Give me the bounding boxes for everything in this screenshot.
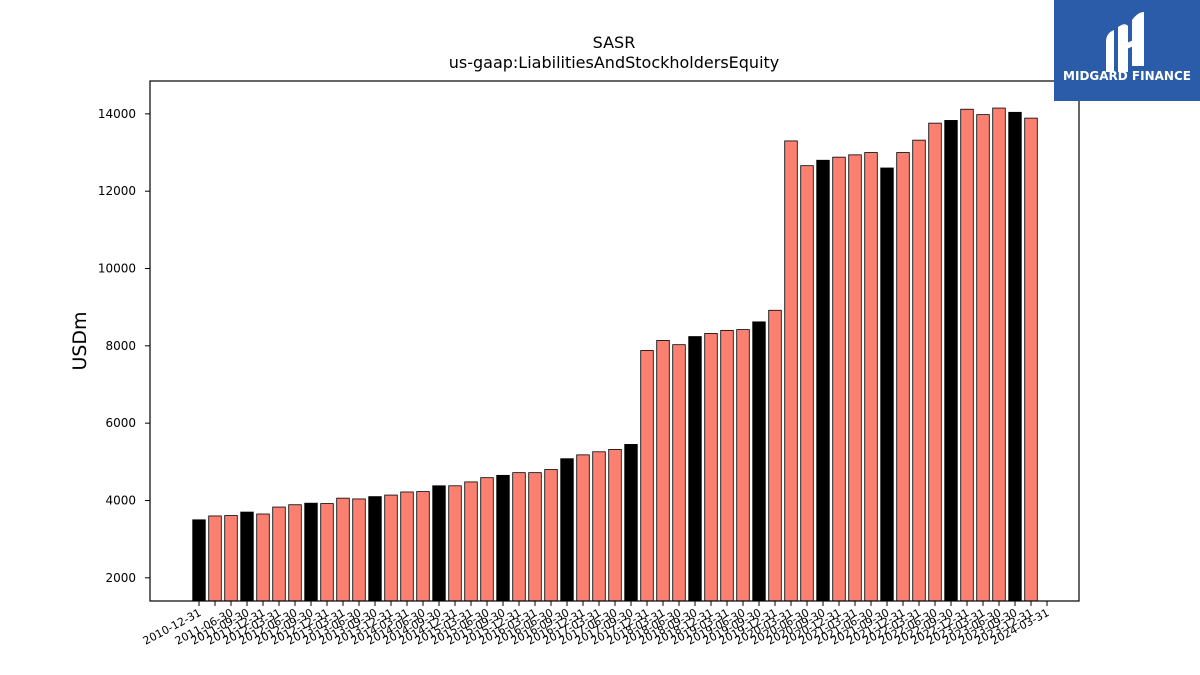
bar [432,485,446,602]
y-tick-label: 10000 [98,262,136,276]
bar [768,309,782,602]
bar [448,485,462,602]
bar [400,491,414,602]
bar [864,152,878,602]
bar [656,340,670,602]
brand-logo: MIDGARD FINANCE [1054,0,1200,101]
bar [576,454,590,602]
bar [496,474,510,602]
bar [528,472,542,602]
y-tick-label: 2000 [105,571,136,585]
bar [368,496,382,602]
bar [672,344,686,602]
plot-frame [149,80,1080,602]
bar [352,498,366,602]
bar [192,519,206,602]
y-tick-label: 8000 [105,339,136,353]
bar [832,156,846,602]
bar [208,515,222,602]
bar [240,511,254,602]
logo-mark-icon [1106,12,1144,72]
bar [640,350,654,602]
bar [928,122,942,602]
bar [896,152,910,602]
bar [992,107,1006,602]
bar [608,449,622,602]
bar [416,491,430,602]
y-tick-label: 12000 [98,184,136,198]
bar [912,139,926,602]
bars-group [192,107,1038,602]
bar [976,114,990,602]
bar [704,333,718,602]
bar [688,336,702,602]
bar [944,120,958,602]
y-tick-label: 4000 [105,493,136,507]
bar [1024,117,1038,602]
y-axis-label: USDm [69,311,91,370]
bar [624,444,638,602]
bar [784,140,798,602]
bar [384,494,398,602]
bar [752,321,766,602]
bar [880,167,894,602]
bar [1008,111,1022,602]
y-axis: 2000 4000 6000 8000 10000 12000 14000 [98,107,150,585]
bar [592,451,606,602]
bar [800,165,814,602]
bar [336,497,350,602]
bar [736,329,750,602]
bar [960,108,974,602]
bar [224,515,238,602]
bar [272,506,286,602]
y-tick-label: 6000 [105,416,136,430]
bar [544,469,558,602]
bar [848,154,862,602]
chart-title: SASR [593,33,636,52]
y-tick-label: 14000 [98,107,136,121]
bar [480,477,494,602]
x-axis: 2010-12-312011-06-302011-09-302011-12-31… [141,601,1051,648]
bar [720,329,734,602]
bar [816,159,830,602]
bar [288,504,302,602]
chart-subtitle: us-gaap:LiabilitiesAndStockholdersEquity [449,53,780,72]
bar [304,502,318,602]
bar [560,458,574,602]
bar [512,472,526,602]
bar [256,513,270,602]
bar [464,481,478,602]
logo-text: MIDGARD FINANCE [1063,69,1191,83]
bar [320,503,334,602]
